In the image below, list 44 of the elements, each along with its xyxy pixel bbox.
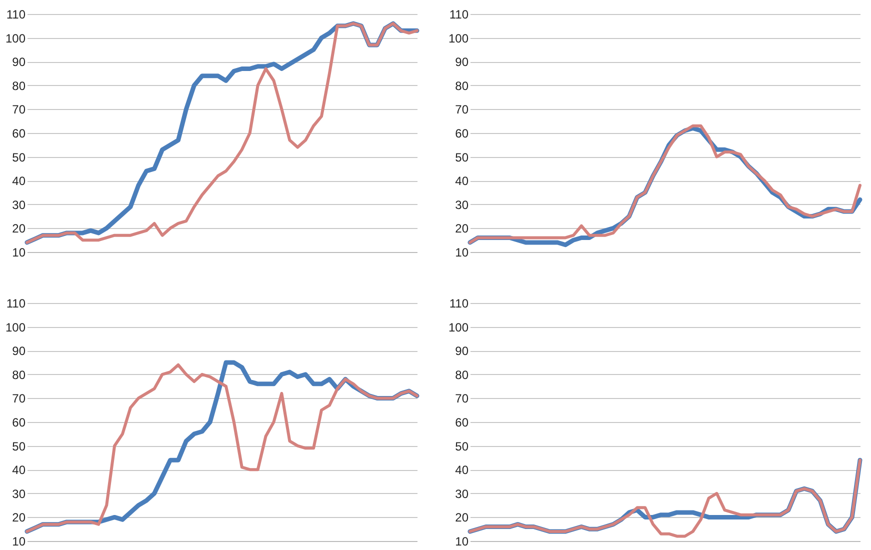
y-tick-label: 70 — [12, 102, 26, 117]
y-tick-label: 100 — [448, 31, 469, 46]
y-tick-label: 30 — [455, 486, 469, 501]
y-tick-label: 20 — [12, 510, 26, 525]
y-tick-label: 110 — [449, 296, 469, 310]
y-tick-label: 80 — [12, 368, 26, 382]
y-tick-label: 80 — [455, 78, 469, 93]
y-tick-label: 20 — [455, 222, 469, 236]
y-tick-label: 30 — [12, 486, 26, 501]
y-tick-label: 50 — [12, 150, 26, 164]
y-tick-label: 40 — [12, 463, 26, 478]
y-tick-label: 10 — [12, 246, 26, 260]
y-tick-label: 10 — [455, 246, 469, 260]
y-tick-label: 40 — [455, 463, 469, 478]
y-tick-label: 70 — [12, 392, 26, 406]
y-tick-label: 110 — [449, 8, 469, 22]
y-tick-label: 20 — [455, 510, 469, 525]
y-tick-label: 40 — [12, 174, 26, 188]
y-tick-label: 90 — [455, 55, 469, 70]
y-tick-label: 50 — [455, 439, 469, 454]
y-tick-label: 50 — [12, 439, 26, 454]
y-tick-label: 10 — [455, 534, 469, 548]
y-tick-label: 110 — [6, 8, 26, 22]
y-tick-label: 90 — [12, 55, 26, 70]
y-tick-label: 10 — [12, 534, 26, 548]
y-tick-label: 60 — [455, 126, 469, 140]
y-tick-label: 100 — [5, 31, 26, 46]
y-tick-label: 100 — [5, 320, 26, 334]
y-tick-label: 90 — [455, 344, 469, 358]
y-tick-label: 80 — [12, 78, 26, 93]
y-tick-label: 70 — [455, 392, 469, 406]
y-tick-label: 60 — [12, 126, 26, 140]
y-tick-label: 30 — [455, 198, 469, 212]
y-tick-label: 90 — [12, 344, 26, 358]
y-tick-label: 80 — [455, 368, 469, 382]
y-tick-label: 110 — [6, 296, 26, 310]
y-tick-label: 60 — [455, 416, 469, 430]
y-tick-label: 20 — [12, 222, 26, 236]
y-tick-label: 70 — [455, 102, 469, 117]
y-tick-label: 50 — [455, 150, 469, 164]
y-tick-label: 30 — [12, 198, 26, 212]
y-tick-label: 60 — [12, 416, 26, 430]
y-tick-label: 40 — [455, 174, 469, 188]
y-tick-label: 100 — [448, 320, 469, 334]
